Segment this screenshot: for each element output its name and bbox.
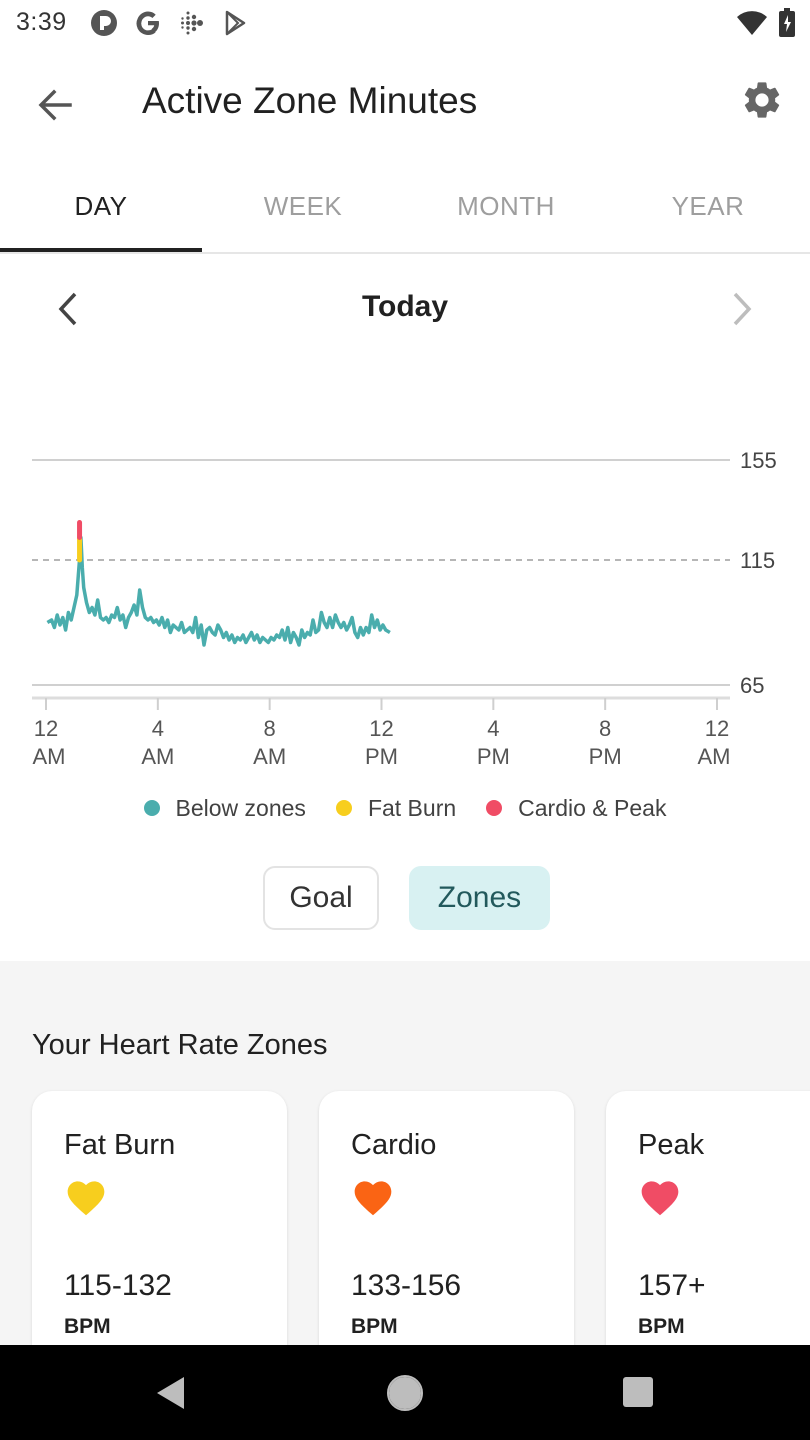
x-tick-label: 12 (705, 716, 729, 741)
x-tick-label: AM (141, 744, 174, 769)
zone-card-peak[interactable]: Peak 157+ BPM (606, 1091, 810, 1345)
chevron-left-icon[interactable] (48, 284, 88, 334)
zone-range: 133-156 (351, 1269, 462, 1302)
x-tick-label: 12 (34, 716, 58, 741)
period-tabs: DAY WEEK MONTH YEAR (0, 160, 810, 254)
status-time: 3:39 (16, 8, 67, 36)
legend-label: Cardio & Peak (518, 794, 667, 821)
x-tick-label: 4 (152, 716, 164, 741)
chart-mode-toggle: Goal Zones (0, 866, 810, 930)
tab-day[interactable]: DAY (74, 190, 128, 221)
zone-card-fat-burn[interactable]: Fat Burn 115-132 BPM (32, 1091, 287, 1345)
heart-rate-chart-svg: 155 115 65 12 AM 4 AM 8 AM 12 PM 4 PM 8 PM 12 AM (32, 448, 777, 769)
nav-recents-icon[interactable] (622, 1376, 654, 1408)
gear-icon[interactable] (740, 78, 784, 122)
tab-week[interactable]: WEEK (263, 190, 343, 221)
nav-back-icon[interactable] (154, 1375, 186, 1411)
page-title: Active Zone Minutes (142, 80, 478, 121)
status-left-icons (90, 8, 250, 38)
zone-name: Cardio (351, 1129, 437, 1161)
arrow-back-icon[interactable] (30, 80, 80, 130)
x-tick-label: 4 (487, 716, 499, 741)
x-tick-label: 12 (369, 716, 393, 741)
series-line-below-zones (46, 535, 391, 647)
heart-icon (641, 1181, 679, 1216)
tab-year[interactable]: YEAR (671, 190, 745, 221)
status-bar: 3:39 (0, 0, 810, 48)
heart-icon (354, 1181, 392, 1216)
legend-item-fat-burn: Fat Burn (335, 794, 457, 822)
google-icon (136, 11, 159, 35)
y-tick-label: 155 (740, 448, 777, 473)
x-tick-label: AM (33, 744, 66, 769)
legend-dot-cardio-peak (486, 800, 503, 816)
heart-icon (67, 1181, 105, 1216)
legend-dot-fat-burn (335, 800, 352, 816)
tab-month[interactable]: MONTH (457, 190, 555, 221)
zone-unit: BPM (64, 1315, 111, 1338)
goal-button[interactable]: Goal (263, 866, 379, 930)
tab-indicator (0, 248, 202, 252)
y-tick-label: 115 (740, 548, 775, 573)
app-bar: Active Zone Minutes (0, 48, 810, 160)
wifi-icon (737, 11, 767, 36)
chevron-right-icon[interactable] (722, 284, 762, 334)
section-heading: Your Heart Rate Zones (32, 1029, 328, 1061)
heart-rate-chart: 155 115 65 12 AM 4 AM 8 AM 12 PM 4 PM 8 PM 12 AM (0, 420, 810, 790)
pandora-icon (91, 10, 117, 36)
heart-rate-zones-section: Your Heart Rate Zones Fat Burn 115-132 B… (0, 961, 810, 1345)
legend-label: Fat Burn (367, 794, 457, 821)
zone-name: Fat Burn (64, 1129, 176, 1161)
y-tick-label: 65 (740, 673, 764, 698)
legend-label: Below zones (175, 794, 306, 821)
system-nav-bar (0, 1345, 810, 1440)
zone-card-cardio[interactable]: Cardio 133-156 BPM (319, 1091, 574, 1345)
zone-name: Peak (638, 1129, 705, 1161)
zone-unit: BPM (638, 1315, 685, 1338)
zone-range: 157+ (638, 1269, 706, 1302)
legend-dot-below-zones (143, 800, 160, 816)
legend-item-below-zones: Below zones (143, 794, 306, 822)
zones-button[interactable]: Zones (409, 866, 550, 930)
play-store-icon (225, 10, 246, 36)
x-tick-label: PM (477, 744, 510, 769)
fitbit-icon (181, 11, 203, 35)
battery-icon (779, 8, 795, 37)
x-tick-label: AM (698, 744, 731, 769)
nav-home-icon[interactable] (386, 1374, 424, 1412)
date-label: Today (361, 290, 449, 323)
legend-item-cardio-peak: Cardio & Peak (486, 795, 666, 822)
x-tick-label: 8 (264, 716, 276, 741)
zone-range: 115-132 (64, 1269, 172, 1302)
chart-legend: Below zones Fat Burn Cardio & Peak (0, 790, 810, 826)
zone-unit: BPM (351, 1315, 398, 1338)
x-tick-label: PM (365, 744, 398, 769)
status-right-icons (736, 8, 796, 38)
x-tick-label: PM (589, 744, 622, 769)
x-tick-label: 8 (599, 716, 611, 741)
date-navigator: Today (0, 270, 810, 350)
x-tick-label: AM (253, 744, 286, 769)
